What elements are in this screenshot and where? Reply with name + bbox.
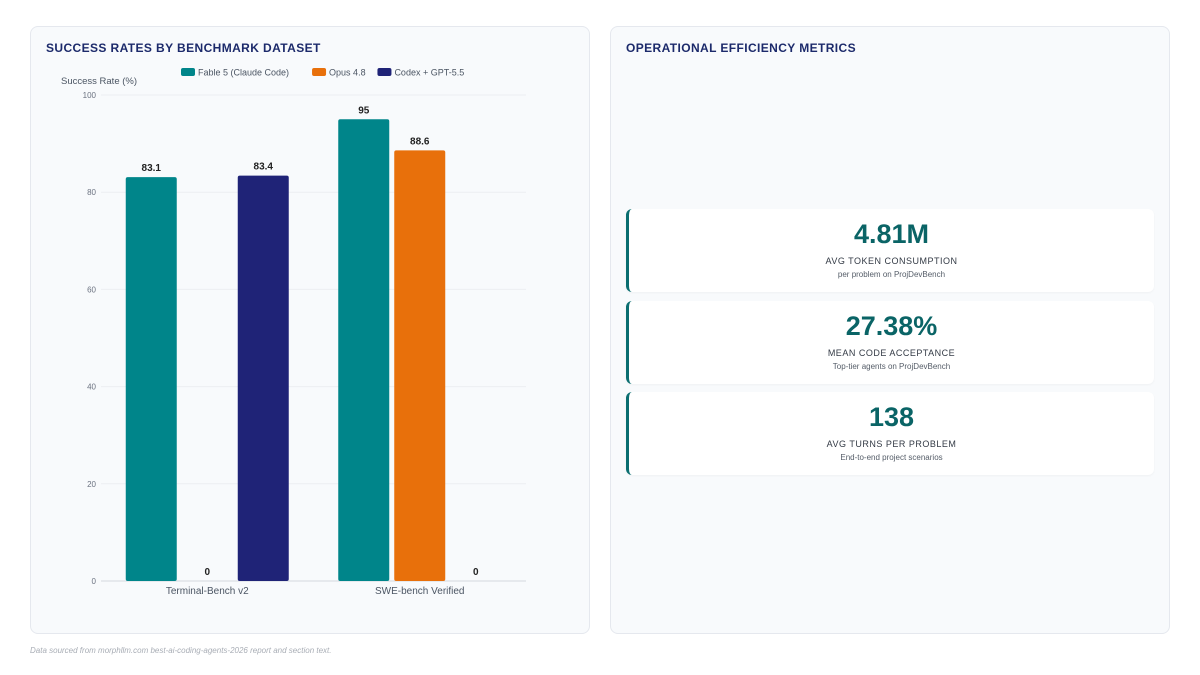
data-label: 0 xyxy=(204,567,210,578)
legend-swatch xyxy=(377,68,392,76)
x-tick-label: Terminal-Bench v2 xyxy=(166,586,249,597)
metric-sub: per problem on ProjDevBench xyxy=(837,270,946,279)
metric-value: 138 xyxy=(868,402,915,432)
data-label: 88.6 xyxy=(410,136,430,147)
legend-swatch xyxy=(312,68,327,76)
metric-value: 4.81M xyxy=(853,219,930,249)
metric-card-acceptance: 27.38% MEAN CODE ACCEPTANCE Top-tier age… xyxy=(626,301,1154,384)
chart-title: SUCCESS RATES BY BENCHMARK DATASET xyxy=(46,41,321,55)
metric-card-tokens: 4.81M AVG TOKEN CONSUMPTION per problem … xyxy=(626,209,1154,292)
data-label: 83.1 xyxy=(142,163,162,174)
bar-chart: 0 20 40 60 80 100 Success Rate (%) Fable 5 (Cla… xyxy=(61,68,526,597)
metric-value: 27.38% xyxy=(845,311,938,341)
bar xyxy=(338,119,390,582)
data-label: 0 xyxy=(473,567,479,578)
y-tick-label: 0 xyxy=(92,577,97,586)
y-tick-label: 60 xyxy=(87,285,96,294)
source-footnote: Data sourced from morphllm.com best-ai-c… xyxy=(30,646,332,655)
metric-label: AVG TURNS PER PROBLEM xyxy=(826,439,957,449)
efficiency-metrics-panel: OPERATIONAL EFFICIENCY METRICS 4.81M AVG… xyxy=(610,26,1170,634)
legend-label: Codex + GPT-5.5 xyxy=(394,68,464,78)
legend-label: Fable 5 (Claude Code) xyxy=(198,68,289,78)
bar xyxy=(125,177,177,581)
y-tick-label: 80 xyxy=(87,188,96,197)
legend-label: Opus 4.8 xyxy=(329,68,366,78)
y-tick-label: 100 xyxy=(83,91,97,100)
data-label: 95 xyxy=(358,105,370,116)
y-axis-label: Success Rate (%) xyxy=(61,76,137,87)
success-rates-panel: SUCCESS RATES BY BENCHMARK DATASET 0 20 40… xyxy=(30,26,590,634)
y-tick-label: 20 xyxy=(87,480,96,489)
bar xyxy=(237,175,289,581)
metric-sub: End-to-end project scenarios xyxy=(840,453,943,462)
metric-label: MEAN CODE ACCEPTANCE xyxy=(827,348,956,358)
metric-sub: Top-tier agents on ProjDevBench xyxy=(832,362,951,371)
legend-swatch xyxy=(181,68,195,76)
metrics-title: OPERATIONAL EFFICIENCY METRICS xyxy=(626,41,857,55)
bar xyxy=(394,150,446,581)
y-tick-label: 40 xyxy=(87,383,96,392)
metric-card-turns: 138 AVG TURNS PER PROBLEM End-to-end pro… xyxy=(626,392,1154,475)
x-tick-label: SWE-bench Verified xyxy=(375,586,465,597)
metric-label: AVG TOKEN CONSUMPTION xyxy=(825,256,958,266)
data-label: 83.4 xyxy=(254,162,274,173)
